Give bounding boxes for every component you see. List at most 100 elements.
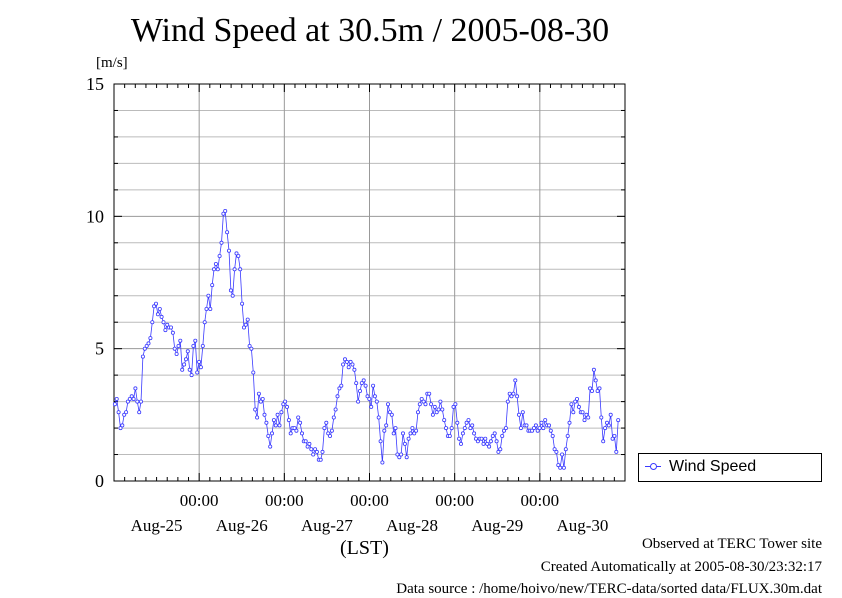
data-point <box>481 441 486 446</box>
data-point <box>174 351 179 356</box>
data-point <box>571 410 576 415</box>
data-point <box>361 378 366 383</box>
data-point <box>515 394 520 399</box>
data-point <box>253 407 258 412</box>
data-point <box>262 412 267 417</box>
data-point <box>561 465 566 470</box>
data-point <box>374 399 379 404</box>
data-point <box>283 399 288 404</box>
x-tick-time-label: 00:00 <box>350 491 389 510</box>
data-point <box>155 312 160 317</box>
data-point <box>228 288 233 293</box>
y-tick-label: 10 <box>86 206 104 226</box>
data-point <box>554 449 559 454</box>
data-point <box>376 415 381 420</box>
data-point <box>341 362 346 367</box>
data-point <box>404 455 409 460</box>
y-tick-label: 0 <box>95 471 104 491</box>
data-point <box>606 423 611 428</box>
data-point <box>511 391 516 396</box>
data-point <box>281 402 286 407</box>
data-point <box>342 357 347 362</box>
data-point <box>475 439 480 444</box>
data-point <box>148 336 153 341</box>
data-point <box>161 320 166 325</box>
data-point <box>249 346 254 351</box>
data-point <box>539 420 544 425</box>
data-point <box>507 391 512 396</box>
data-point <box>423 402 428 407</box>
data-point <box>365 394 370 399</box>
data-point <box>524 423 529 428</box>
data-point <box>172 346 177 351</box>
data-point <box>380 460 385 465</box>
data-point <box>556 463 561 468</box>
data-point <box>367 396 372 401</box>
y-tick-label: 5 <box>95 339 104 359</box>
data-point <box>247 343 252 348</box>
data-point <box>354 381 359 386</box>
data-point <box>408 431 413 436</box>
data-point <box>326 431 331 436</box>
data-point <box>335 394 340 399</box>
data-point <box>464 420 469 425</box>
data-point <box>271 418 276 423</box>
data-point <box>125 399 130 404</box>
data-point <box>346 365 351 370</box>
data-point <box>605 420 610 425</box>
data-point <box>344 359 349 364</box>
data-point <box>112 402 117 407</box>
data-point <box>210 283 215 288</box>
data-point <box>458 441 463 446</box>
data-point <box>494 439 499 444</box>
data-point <box>412 431 417 436</box>
data-point <box>114 396 119 401</box>
data-point <box>468 426 473 431</box>
data-point <box>327 433 332 438</box>
data-point <box>582 418 587 423</box>
data-point <box>543 418 548 423</box>
data-point <box>455 420 460 425</box>
data-point <box>185 349 190 354</box>
data-point <box>599 415 604 420</box>
data-point <box>451 404 456 409</box>
data-point <box>427 391 432 396</box>
x-tick-time-label: 00:00 <box>265 491 304 510</box>
data-point <box>603 426 608 431</box>
data-point <box>150 320 155 325</box>
data-point <box>153 301 158 306</box>
data-point <box>198 365 203 370</box>
data-point <box>311 452 316 457</box>
data-point <box>584 412 589 417</box>
data-point <box>391 431 396 436</box>
data-point <box>518 426 523 431</box>
data-point <box>279 410 284 415</box>
data-point <box>226 248 231 253</box>
data-point <box>472 431 477 436</box>
data-point <box>397 455 402 460</box>
data-point <box>318 457 323 462</box>
data-point <box>225 230 230 235</box>
x-tick-time-label: 00:00 <box>435 491 474 510</box>
data-point <box>535 428 540 433</box>
data-point <box>610 436 615 441</box>
data-point <box>251 370 256 375</box>
data-point <box>213 261 218 266</box>
data-point <box>206 293 211 298</box>
data-point <box>215 267 220 272</box>
data-point <box>399 452 404 457</box>
data-point <box>490 433 495 438</box>
data-point <box>221 211 226 216</box>
data-point <box>187 367 192 372</box>
data-point <box>595 388 600 393</box>
data-point <box>576 404 581 409</box>
data-point <box>436 407 441 412</box>
data-point <box>309 447 314 452</box>
y-tick-label: 15 <box>86 74 104 94</box>
data-point <box>442 418 447 423</box>
data-point <box>385 402 390 407</box>
data-point <box>395 452 400 457</box>
data-point <box>382 428 387 433</box>
data-point <box>127 396 132 401</box>
